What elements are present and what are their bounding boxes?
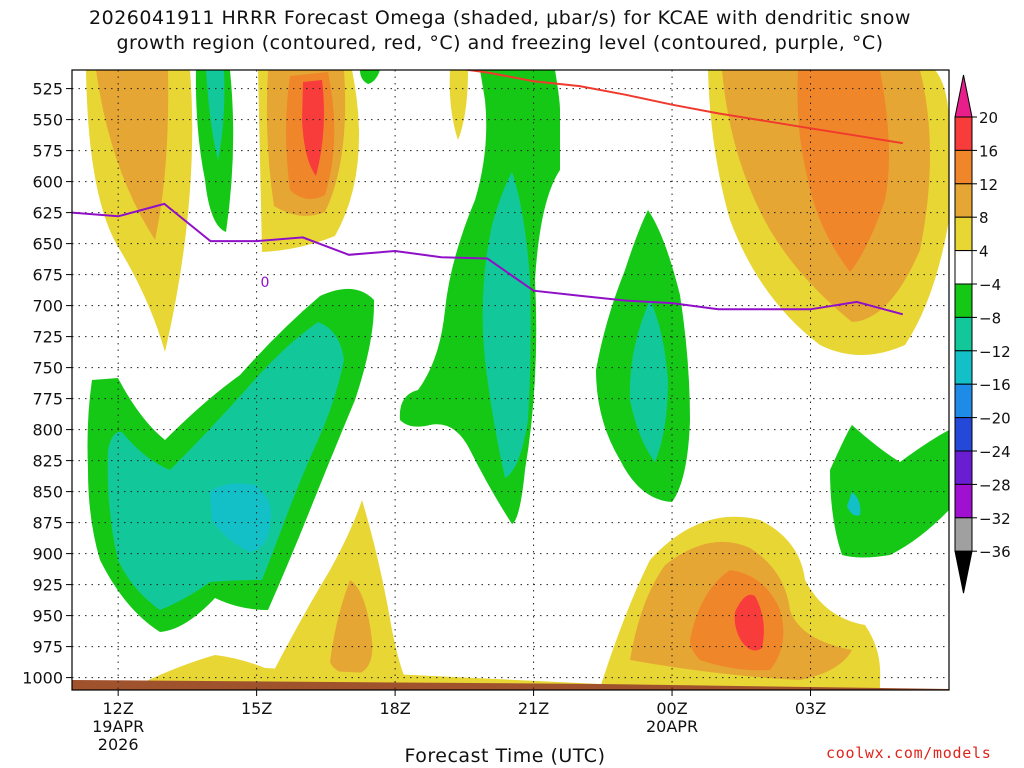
- omega-fill-upper-right-12: [797, 70, 889, 272]
- colorbar-label: −8: [979, 309, 1001, 327]
- x-tick-label: 03Z: [795, 699, 826, 718]
- x-tick-label: 12Z: [102, 699, 133, 718]
- y-tick-label: 1000: [22, 669, 63, 688]
- y-tick-label: 600: [32, 173, 63, 192]
- y-tick-label: 800: [32, 421, 63, 440]
- colorbar-bin: [954, 216, 973, 252]
- y-axis: 525 550 575 600 625 650 675 700 725 750 775 800 825 8…: [22, 80, 72, 688]
- colorbar-bin: [954, 183, 973, 218]
- y-tick-label: 850: [32, 483, 63, 502]
- omega-fill-surface-4: [140, 655, 600, 684]
- colorbar-label: −12: [979, 343, 1011, 361]
- colorbar: 20 16 12 8 4 −4 −8 −12 −16 −20 −24 −28 −32 −36: [954, 74, 1011, 594]
- y-tick-label: 900: [32, 545, 63, 564]
- surface-terrain: [72, 680, 949, 690]
- y-tick-label: 575: [32, 142, 63, 161]
- colorbar-label: −4: [979, 276, 1001, 294]
- colorbar-label: 8: [979, 209, 989, 227]
- colorbar-over-arrow: [954, 74, 973, 118]
- x-tick-label: 00Z: [656, 699, 687, 718]
- colorbar-bin: [954, 383, 973, 419]
- omega-fill-neg13-12: [210, 483, 271, 552]
- y-tick-label: 725: [32, 328, 63, 347]
- freezing-level-line: [72, 202, 904, 316]
- omega-fill-top18-4: [449, 70, 468, 140]
- y-tick-label: 650: [32, 235, 63, 254]
- dgz-contour-line: [461, 70, 903, 145]
- colorbar-label: −36: [979, 543, 1011, 561]
- omega-fill-upper14-8: [206, 70, 225, 160]
- omega-fill-topcenter-4: [360, 70, 380, 84]
- colorbar-bin: [954, 350, 973, 385]
- colorbar-label: 12: [979, 176, 998, 194]
- colorbar-bin: [954, 316, 973, 352]
- omega-fill-upper-left-8: [96, 70, 169, 240]
- credit-link[interactable]: coolwx.com/models: [826, 744, 992, 762]
- x-tick-date-label: 20APR: [646, 717, 698, 736]
- y-tick-label: 950: [32, 607, 63, 626]
- chart-title-line-2: growth region (contoured, red, °C) and f…: [116, 32, 884, 54]
- omega-fill-upper16-16: [302, 80, 324, 176]
- chart-title-line-1: 2026041911 HRRR Forecast Omega (shaded, …: [89, 7, 911, 29]
- x-axis-label: Forecast Time (UTC): [404, 745, 606, 767]
- y-tick-label: 875: [32, 514, 63, 533]
- colorbar-label: −28: [979, 476, 1011, 494]
- colorbar-label: −32: [979, 510, 1011, 528]
- x-tick-date-label: 19APR: [92, 717, 144, 736]
- y-tick-label: 675: [32, 266, 63, 285]
- colorbar-label: −24: [979, 443, 1011, 461]
- omega-fill-neg03-12: [847, 492, 861, 516]
- colorbar-under-arrow: [954, 550, 973, 594]
- y-tick-label: 525: [32, 80, 63, 99]
- omega-fill-neg03-4: [830, 425, 949, 558]
- colorbar-label: 16: [979, 142, 998, 160]
- y-tick-label: 775: [32, 390, 63, 409]
- y-tick-label: 700: [32, 297, 63, 316]
- colorbar-bin: [954, 417, 973, 452]
- colorbar-bin: [954, 250, 973, 285]
- colorbar-label: −20: [979, 410, 1011, 428]
- omega-fill-neg23-8: [629, 300, 668, 462]
- omega-fill-neg20-8: [482, 172, 531, 478]
- y-tick-label: 975: [32, 638, 63, 657]
- colorbar-bin: [954, 149, 973, 185]
- omega-fill-low17-8: [330, 580, 373, 675]
- colorbar-bin: [954, 450, 973, 485]
- plot-area: 0: [72, 70, 949, 690]
- y-tick-label: 625: [32, 204, 63, 223]
- colorbar-label: 20: [979, 109, 998, 127]
- x-tick-label: 15Z: [241, 699, 272, 718]
- chart-title: 2026041911 HRRR Forecast Omega (shaded, …: [0, 6, 1000, 56]
- freezing-level-label: 0: [261, 275, 270, 291]
- colorbar-bin: [954, 283, 973, 318]
- y-tick-label: 925: [32, 576, 63, 595]
- omega-fill-low01-16: [734, 594, 764, 651]
- colorbar-bin: [954, 116, 973, 151]
- x-tick-year-label: 2026: [98, 735, 139, 754]
- y-tick-label: 750: [32, 359, 63, 378]
- omega-fill-low17-4: [270, 500, 408, 684]
- colorbar-label: 4: [979, 243, 989, 261]
- x-tick-label: 18Z: [379, 699, 410, 718]
- colorbar-bin: [954, 483, 973, 519]
- y-tick-label: 550: [32, 111, 63, 130]
- omega-fill-neg13-8: [107, 322, 344, 610]
- colorbar-bin: [954, 517, 973, 552]
- plot-border: [71, 69, 950, 691]
- colorbar-label: −16: [979, 376, 1011, 394]
- x-tick-label: 21Z: [518, 699, 549, 718]
- y-tick-label: 825: [32, 452, 63, 471]
